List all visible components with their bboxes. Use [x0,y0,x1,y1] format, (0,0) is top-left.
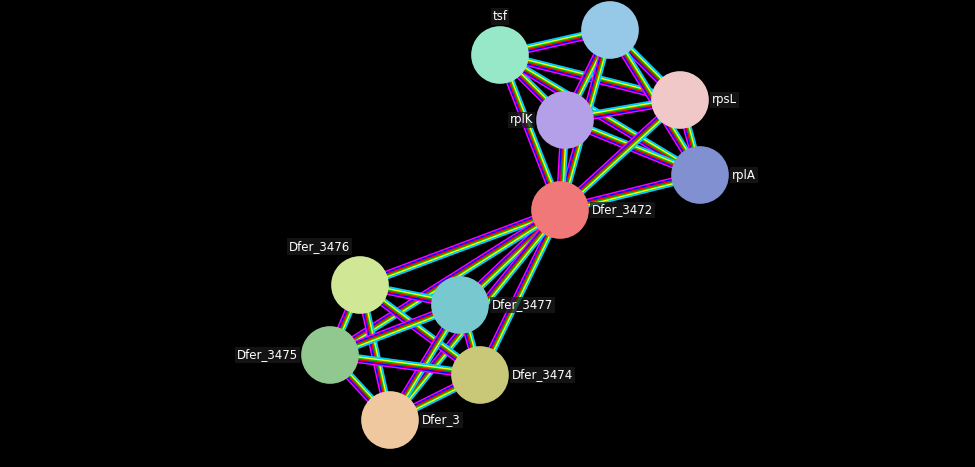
Text: Dfer_3477: Dfer_3477 [492,298,553,311]
Text: rpsL: rpsL [712,93,737,106]
Text: rplK: rplK [510,113,533,127]
Circle shape [332,257,388,313]
Text: Dfer_3474: Dfer_3474 [512,368,573,382]
Circle shape [652,72,708,128]
Circle shape [532,182,588,238]
Circle shape [472,27,528,83]
Text: rplA: rplA [732,169,756,182]
Text: tsf: tsf [492,10,508,23]
Circle shape [432,277,488,333]
Circle shape [452,347,508,403]
Circle shape [537,92,593,148]
Text: Dfer_3476: Dfer_3476 [290,240,350,253]
Circle shape [362,392,418,448]
Circle shape [582,2,638,58]
Text: Dfer_3475: Dfer_3475 [237,348,298,361]
Circle shape [302,327,358,383]
Text: Dfer_3472: Dfer_3472 [592,204,653,217]
Circle shape [672,147,728,203]
Text: Dfer_3: Dfer_3 [422,413,461,426]
